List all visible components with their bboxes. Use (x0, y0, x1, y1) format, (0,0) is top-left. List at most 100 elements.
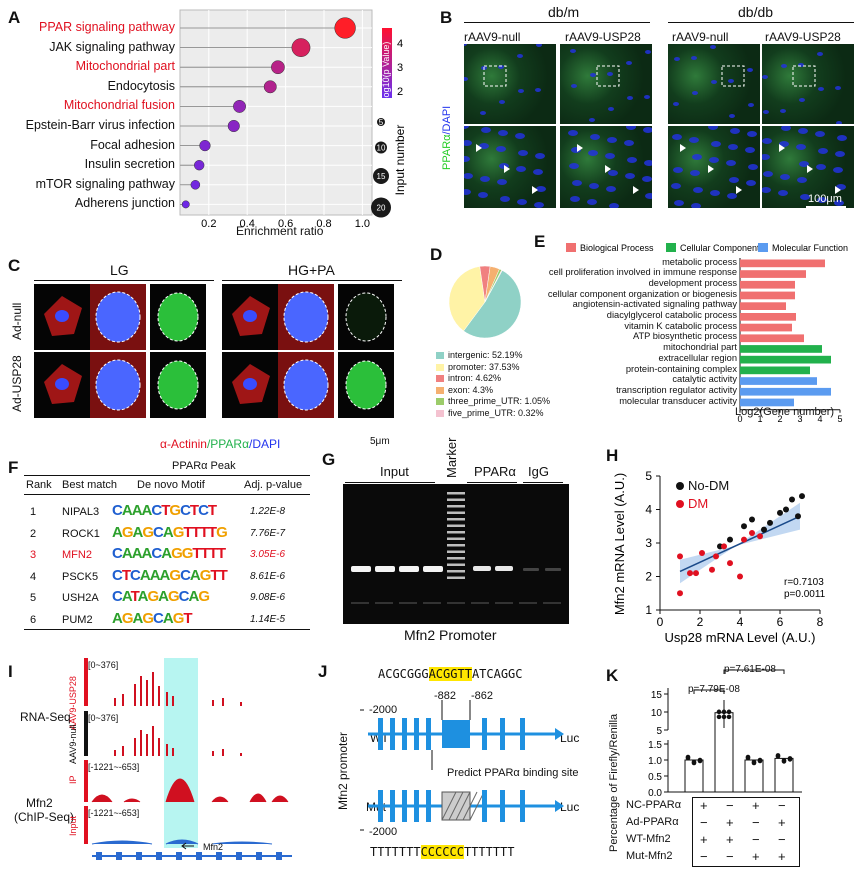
k-cell: − (726, 798, 734, 813)
band-input (375, 566, 395, 572)
range-1: [0~376] (88, 660, 119, 670)
pathway-dot (271, 60, 285, 75)
nucleus (605, 153, 615, 159)
motif-gene: ROCK1 (62, 527, 100, 540)
nucleus (518, 89, 524, 93)
go-term-label: cellular component organization or bioge… (547, 288, 737, 299)
primer-dimer (375, 602, 393, 604)
motif-letter: A (162, 523, 174, 541)
legend-swatch (566, 243, 576, 252)
x-tick: 0.4 (240, 218, 255, 230)
motif-letter: G (121, 609, 134, 627)
y-tick: 5 (656, 726, 662, 737)
lane-input: Input (380, 464, 409, 479)
marker-band (447, 576, 465, 579)
nucleus (762, 138, 772, 144)
nucleus (533, 169, 543, 175)
motif-letter: A (162, 609, 174, 627)
highlight-region (164, 658, 198, 848)
nucleus (746, 180, 756, 186)
lane-ppara: PPARα (474, 464, 516, 479)
x-tick: 3 (797, 414, 802, 424)
nucleus (781, 64, 787, 68)
nucleus (243, 378, 257, 390)
scalebar-line (806, 206, 846, 208)
data-point (741, 523, 747, 530)
cell-texture (673, 45, 754, 118)
enrichment-xlabel: Enrichment ratio (236, 224, 324, 238)
nucleus (536, 44, 542, 47)
nucleus-zoom (95, 291, 141, 343)
group-hgpa: HG+PA (288, 262, 335, 278)
replicate-dot (757, 758, 763, 764)
replicate-dot (691, 760, 697, 766)
pie-legend-label: exon: 4.3% (448, 384, 494, 395)
exon-block (482, 718, 487, 750)
nucleus (797, 177, 807, 183)
motif-letter: G (172, 523, 185, 541)
nucleus (781, 126, 791, 131)
motif-rank: 3 (30, 549, 37, 561)
nucleus (817, 52, 823, 56)
data-point (693, 570, 699, 577)
nucleus (692, 91, 698, 95)
motif-gene: NIPAL3 (62, 506, 100, 518)
k-cell: + (752, 849, 760, 864)
k-cell: + (778, 849, 786, 864)
size-legend-dot (373, 168, 389, 184)
arrowhead (736, 186, 742, 194)
data-point (687, 570, 693, 577)
agarose-gel (343, 484, 569, 624)
rnaseq-peak (172, 748, 174, 756)
data-point (757, 533, 763, 540)
nucleus (626, 126, 636, 130)
k-ylabel: Percentage of Firefly/Renilla (608, 713, 620, 852)
nucleus (818, 148, 828, 154)
motif-letter: T (189, 502, 199, 519)
micrograph-b (762, 44, 854, 124)
motif-letter: C (130, 566, 141, 584)
rnaseq-peak (166, 744, 168, 756)
nucleus (711, 80, 717, 84)
legend-text: No-DM (688, 478, 729, 493)
nucleus (500, 196, 510, 202)
marker-band (447, 524, 465, 527)
pathway-dot (194, 160, 205, 171)
legend-c: α-Actinin/PPARα/DAPI (160, 437, 281, 451)
nucleus-zoom (95, 359, 141, 411)
stat-r: r=0.7103 (784, 577, 824, 588)
x-tick: 0.2 (201, 218, 216, 230)
cell-image (90, 284, 146, 350)
go-bar (740, 259, 825, 268)
x-tick: 0.8 (316, 218, 331, 230)
nucleus (748, 164, 758, 170)
nucleus (833, 167, 843, 173)
exon-block (402, 718, 407, 750)
divider (222, 280, 402, 281)
band-ppara (473, 566, 491, 571)
pos-882: -882 (434, 690, 457, 702)
divider (24, 475, 310, 476)
y-tick: 1 (645, 603, 652, 617)
pie-legend-swatch (436, 386, 444, 394)
nucleus (590, 134, 600, 140)
motif-rank: 5 (30, 592, 37, 604)
motif-letter: T (200, 545, 210, 562)
nucleus (691, 56, 697, 60)
go-bar-chart: Biological Process Cellular Component Mole… (566, 243, 848, 424)
k-pval-1: p=7.79E-08 (688, 684, 740, 695)
legend-swatch (758, 243, 768, 252)
marker-band (447, 498, 465, 501)
track-bar (84, 711, 88, 756)
nucleus (778, 190, 788, 196)
pathway-dot (190, 180, 201, 190)
nucleus (464, 44, 467, 46)
rnaseq-peak (122, 694, 124, 706)
nucleus (608, 107, 614, 111)
motif-letter: G (172, 609, 185, 627)
motif-letter: T (210, 566, 219, 584)
pie-legend-label: three_prime_UTR: 1.05% (448, 396, 551, 406)
motif-pvalue: 9.08E-6 (250, 592, 286, 603)
nucleus (815, 131, 825, 137)
x-tick: 6 (777, 615, 784, 629)
